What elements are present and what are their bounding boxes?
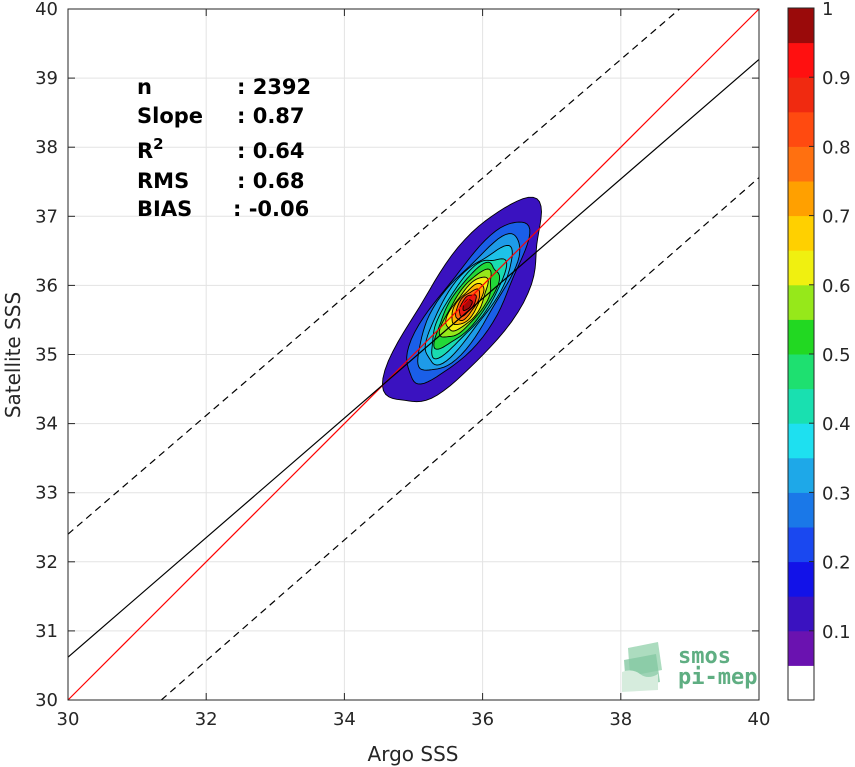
y-tick-label: 32 <box>35 552 58 573</box>
colorbar-tick-label: 0.7 <box>822 207 851 228</box>
colorbar-tick-label: 0.2 <box>822 553 851 574</box>
y-tick-label: 40 <box>35 0 58 20</box>
colorbar-band <box>788 388 814 424</box>
line-regression <box>67 58 760 658</box>
colorbar-band <box>788 630 814 666</box>
y-tick-label: 31 <box>35 621 58 642</box>
logo-line2: pi-mep <box>678 665 757 690</box>
colorbar-band <box>788 423 814 459</box>
y-tick-label: 38 <box>35 137 58 158</box>
y-axis-label: Satellite SSS <box>1 292 25 418</box>
colorbar-tick-label: 0.4 <box>822 414 851 435</box>
stat-label: BIAS <box>137 197 192 221</box>
colorbar-band <box>788 319 814 355</box>
stat-label-sup: 2 <box>153 135 163 153</box>
colorbar-band <box>788 665 814 701</box>
colorbar-band <box>788 596 814 632</box>
stat-value: : 2392 <box>237 75 311 99</box>
colorbar-tick-label: 0.8 <box>822 137 851 158</box>
colorbar: 0.1 0.2 0.3 0.4 0.5 0.6 0.7 0.8 0.9 1 <box>787 0 851 701</box>
colorbar-band <box>788 250 814 286</box>
colorbar-band <box>788 492 814 528</box>
colorbar-band <box>788 181 814 217</box>
colorbar-band <box>788 146 814 182</box>
x-tick-label: 38 <box>609 709 632 730</box>
line-one-to-one <box>67 8 760 701</box>
y-tick-label: 33 <box>35 483 58 504</box>
colorbar-band <box>788 561 814 597</box>
colorbar-band <box>788 42 814 78</box>
colorbar-tick-label: 0.5 <box>822 345 851 366</box>
x-tick-label: 36 <box>471 709 494 730</box>
y-tick-label: 39 <box>35 68 58 89</box>
y-tick-label: 36 <box>35 275 58 296</box>
y-tick-label: 34 <box>35 414 58 435</box>
stat-value: : 0.68 <box>237 169 305 193</box>
x-tick-label: 34 <box>333 709 356 730</box>
colorbar-tick-label: 0.6 <box>822 276 851 297</box>
logo-mark-icon <box>622 642 662 692</box>
y-tick-label: 30 <box>35 690 58 711</box>
colorbar-tick-label: 0.1 <box>822 622 851 643</box>
x-tick-label: 30 <box>57 709 80 730</box>
colorbar-tick-label: 0.3 <box>822 483 851 504</box>
stat-value: : -0.06 <box>233 197 309 221</box>
line-upper-bound <box>67 8 680 535</box>
y-tick-label: 35 <box>35 345 58 366</box>
line-lower-bound <box>160 177 760 701</box>
colorbar-band <box>788 457 814 493</box>
colorbar-band <box>788 77 814 113</box>
logo-line1: smos <box>678 644 731 669</box>
colorbar-band <box>788 111 814 147</box>
colorbar-band <box>788 354 814 390</box>
colorbar-band <box>788 215 814 251</box>
reference-lines <box>67 8 760 701</box>
colorbar-band <box>788 8 814 44</box>
colorbar-tick-label: 0.9 <box>822 68 851 89</box>
x-axis-ticks: 30 32 34 36 38 40 <box>57 9 771 730</box>
colorbar-band <box>788 527 814 563</box>
stat-label: n <box>137 75 152 99</box>
x-tick-label: 32 <box>195 709 218 730</box>
y-axis-ticks: 30 31 32 33 34 35 36 37 38 39 40 <box>35 0 759 711</box>
smos-pi-mep-logo: smos pi-mep <box>622 642 757 692</box>
grid <box>67 8 760 701</box>
stat-label: RMS <box>137 169 189 193</box>
stat-label: Slope <box>137 104 203 128</box>
stat-value: : 0.64 <box>237 139 305 163</box>
colorbar-band <box>788 284 814 320</box>
density-contours <box>381 196 542 403</box>
x-axis-label: Argo SSS <box>368 742 459 766</box>
y-tick-label: 37 <box>35 206 58 227</box>
x-tick-label: 40 <box>748 709 771 730</box>
colorbar-tick-label: 1 <box>822 0 833 20</box>
stat-value: : 0.87 <box>237 104 305 128</box>
